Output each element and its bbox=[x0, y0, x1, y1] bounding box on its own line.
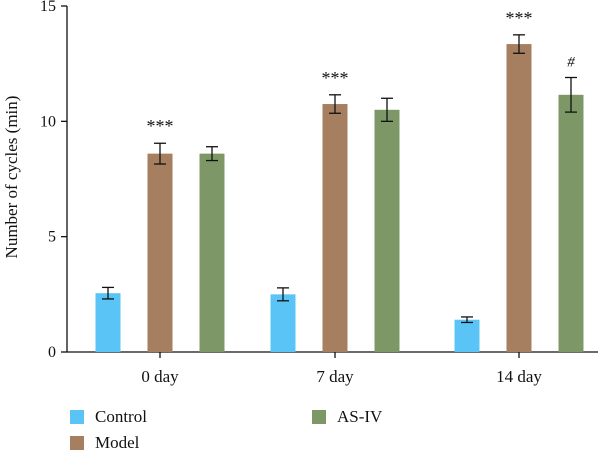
significance-label: # bbox=[567, 55, 575, 71]
legend-swatch bbox=[312, 410, 326, 424]
significance-label: *** bbox=[322, 68, 349, 88]
bar bbox=[558, 94, 584, 352]
y-axis-label: Number of cycles (min) bbox=[2, 96, 21, 259]
bar bbox=[199, 153, 225, 352]
significance-label: *** bbox=[506, 8, 533, 28]
x-tick-label: 0 day bbox=[141, 367, 179, 386]
legend: Control Model AS-IV bbox=[70, 407, 383, 452]
x-tick-label: 7 day bbox=[316, 367, 354, 386]
bars: *** *** *** # bbox=[95, 8, 584, 353]
legend-label: Control bbox=[95, 407, 147, 426]
significance-label: *** bbox=[147, 116, 174, 136]
legend-swatch bbox=[70, 436, 84, 450]
x-tick-label: 14 day bbox=[496, 367, 542, 386]
legend-label: AS-IV bbox=[337, 407, 383, 426]
y-tick-label: 15 bbox=[40, 0, 56, 15]
y-tick-label: 0 bbox=[48, 344, 56, 361]
legend-label: Model bbox=[95, 433, 140, 452]
legend-swatch bbox=[70, 410, 84, 424]
y-tick-label: 5 bbox=[48, 229, 56, 246]
bar bbox=[506, 44, 532, 353]
bar bbox=[322, 104, 348, 353]
bar bbox=[454, 319, 480, 352]
bar bbox=[95, 293, 121, 352]
bar bbox=[147, 153, 173, 352]
y-tick-label: 10 bbox=[40, 113, 56, 130]
bar bbox=[270, 294, 296, 352]
bar bbox=[374, 109, 400, 352]
